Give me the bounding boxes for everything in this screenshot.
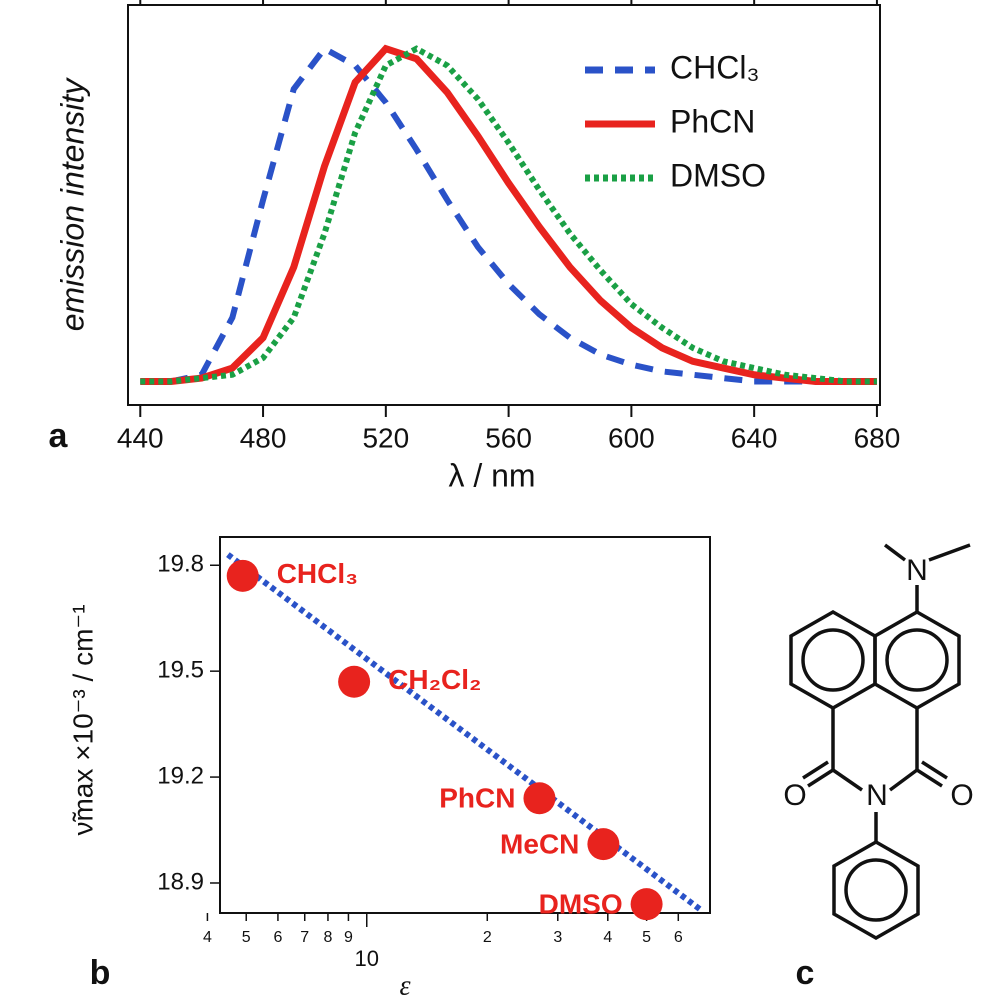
atom: N [866, 779, 888, 812]
fit-line [226, 552, 705, 914]
point [523, 782, 556, 815]
ring [832, 839, 920, 941]
x-tick-label: 5 [242, 929, 251, 946]
x-tick-label: 2 [483, 929, 492, 946]
atom: O [783, 779, 806, 812]
x-tick-label: 3 [553, 929, 562, 946]
legend-label: PhCN [670, 103, 755, 139]
bond [883, 543, 907, 562]
y-tick-label: 19.8 [157, 551, 204, 578]
x-axis-label: ε [399, 970, 410, 1001]
plot-frame [127, 4, 881, 406]
x-tick-label: 480 [240, 422, 287, 453]
x-tick-label: 9 [344, 929, 353, 946]
legend-label: CHCl₃ [670, 49, 759, 85]
y-tick-label: 19.2 [157, 762, 204, 789]
bond [888, 768, 919, 792]
x-tick-label: 5 [642, 929, 651, 946]
bond [921, 760, 948, 780]
legend-label: DMSO [670, 157, 766, 193]
x-tick-label: 6 [674, 929, 683, 946]
bond [802, 760, 829, 780]
panel-label: b [90, 954, 111, 992]
plot-frame [219, 536, 711, 914]
atom: O [950, 779, 973, 812]
x-tick-label: 680 [854, 422, 901, 453]
point-label: PhCN [439, 783, 515, 814]
x-tick-label: 440 [117, 422, 164, 453]
x-tick-label: 6 [273, 929, 282, 946]
y-axis-label: ν̃max ×10⁻³ / cm⁻¹ [67, 604, 98, 835]
x-tick-label: 10 [355, 946, 379, 971]
structure [789, 543, 971, 941]
series-line [140, 44, 877, 385]
ring-circle [844, 858, 908, 922]
series-line [140, 45, 877, 385]
point-label: CH₂Cl₂ [388, 664, 481, 695]
bond [916, 768, 943, 788]
point [587, 828, 620, 861]
ring-circle [885, 628, 949, 692]
series-line [140, 44, 877, 385]
y-axis-label: emission intensity [54, 77, 90, 332]
x-tick-label: 640 [731, 422, 778, 453]
atom: N [906, 554, 928, 587]
x-tick-label: 600 [608, 422, 655, 453]
point [226, 559, 259, 592]
point [338, 665, 371, 698]
panel-label: a [49, 417, 69, 455]
point-label: DMSO [539, 889, 623, 920]
panel-label: c [796, 954, 815, 992]
point-label: MeCN [500, 829, 579, 860]
x-tick-label: 4 [603, 929, 612, 946]
y-tick-label: 19.5 [157, 657, 204, 684]
bond [807, 768, 834, 788]
x-tick-label: 7 [300, 929, 309, 946]
x-tick-label: 4 [203, 929, 212, 946]
y-tick-label: 18.9 [157, 868, 204, 895]
ring-circle [801, 628, 865, 692]
x-tick-label: 520 [362, 422, 409, 453]
point [630, 888, 663, 921]
x-tick-label: 560 [485, 422, 532, 453]
bond [928, 543, 971, 562]
x-axis-label: λ / nm [448, 457, 535, 493]
x-tick-label: 8 [323, 929, 332, 946]
bond [832, 768, 863, 792]
point-label: CHCl₃ [277, 558, 358, 589]
